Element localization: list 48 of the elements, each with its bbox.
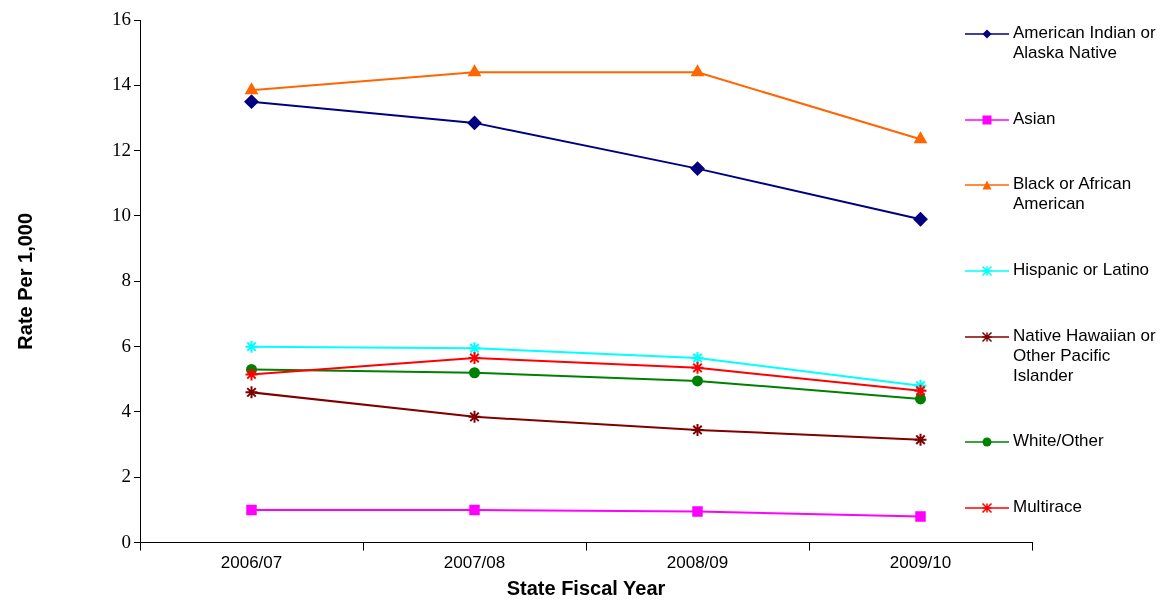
y-tick-label: 6 [121, 334, 131, 356]
y-tick-label: 0 [121, 530, 131, 552]
y-tick-label: 4 [121, 399, 132, 421]
x-tick-label: 2009/10 [889, 553, 952, 573]
legend-label: Multirace [1013, 497, 1082, 518]
point [467, 115, 482, 130]
point [467, 341, 482, 356]
x-axis-title: State Fiscal Year [506, 576, 666, 599]
point [467, 351, 482, 366]
y-tick-label: 2 [121, 465, 131, 487]
point [692, 375, 703, 387]
y-tick-label: 14 [112, 73, 132, 95]
point [914, 132, 927, 144]
legend-label: Asian [1013, 108, 1056, 129]
y-tick-label: 16 [112, 7, 131, 29]
y-tick-label: 12 [112, 138, 131, 160]
point [244, 339, 259, 354]
point [468, 65, 481, 77]
point [913, 383, 928, 398]
x-tick-label: 2008/09 [666, 553, 729, 573]
x-tick-label: 2006/07 [220, 553, 283, 573]
x-tick-label: 2007/08 [443, 553, 506, 573]
y-tick-label: 8 [121, 269, 131, 291]
legend-label: Hispanic or Latino [1013, 259, 1150, 280]
point [469, 367, 480, 379]
legend-label: Native Hawaiian or Other Pacific Islander [1013, 325, 1157, 386]
legend-label: Black or African American [1013, 174, 1133, 215]
point [244, 367, 259, 382]
point [245, 83, 258, 95]
point [244, 385, 259, 400]
point [690, 161, 705, 176]
point [467, 409, 482, 424]
point [469, 504, 480, 516]
point [915, 511, 926, 522]
point [913, 212, 928, 227]
point [690, 422, 705, 437]
point [913, 432, 928, 447]
legend-label: White/Other [1013, 431, 1104, 452]
point [691, 65, 704, 77]
point [244, 94, 259, 109]
point [690, 360, 705, 375]
y-axis-title: Rate Per 1,000 [13, 212, 36, 350]
point [690, 351, 705, 366]
legend-label: American Indian or Alaska Native [1013, 22, 1157, 63]
y-tick-label: 10 [112, 203, 131, 225]
point [692, 506, 703, 517]
point [246, 504, 257, 516]
point [915, 393, 926, 405]
